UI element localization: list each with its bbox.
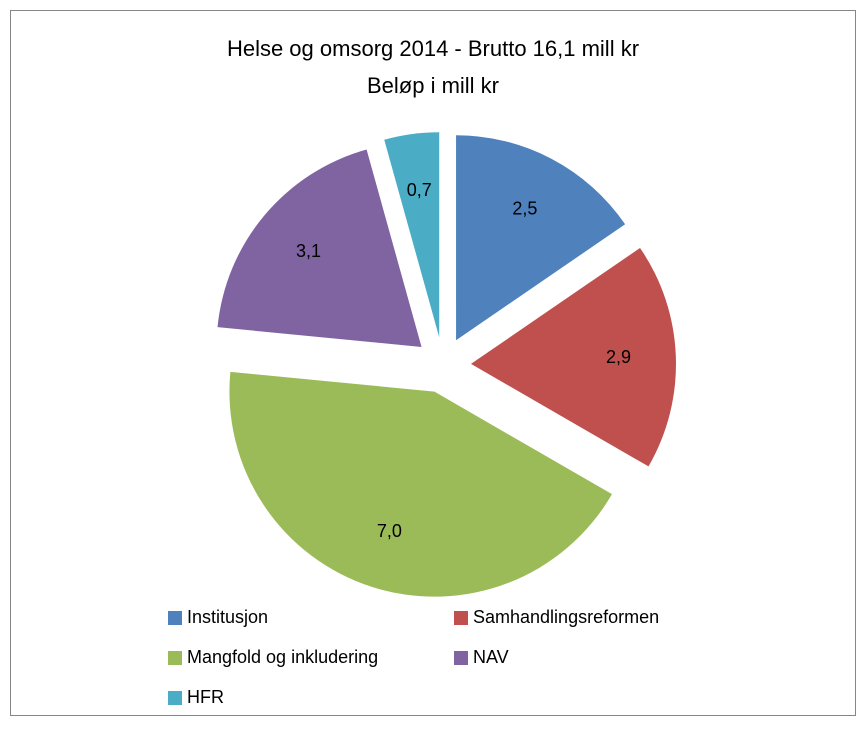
legend-label: Institusjon	[187, 607, 268, 627]
legend-swatch	[454, 651, 468, 665]
data-label: 0,7	[407, 180, 432, 200]
chart-title: Helse og omsorg 2014 - Brutto 16,1 mill …	[227, 36, 639, 61]
legend-label: NAV	[473, 647, 509, 667]
pie-slice	[217, 149, 422, 348]
chart-border	[10, 10, 856, 716]
data-label: 2,5	[512, 198, 537, 218]
pie-slice	[470, 247, 676, 467]
data-label: 3,1	[296, 241, 321, 261]
pie-slice	[229, 371, 612, 597]
legend-label: HFR	[187, 687, 224, 707]
legend-label: Mangfold og inkludering	[187, 647, 378, 667]
chart-subtitle: Beløp i mill kr	[367, 73, 499, 98]
data-label: 2,9	[606, 347, 631, 367]
data-label: 7,0	[377, 521, 402, 541]
legend-label: Samhandlingsreformen	[473, 607, 659, 627]
legend-swatch	[168, 651, 182, 665]
legend-swatch	[168, 611, 182, 625]
pie-slice	[384, 132, 440, 338]
legend-swatch	[454, 611, 468, 625]
legend-swatch	[168, 691, 182, 705]
pie-slice	[456, 135, 626, 341]
